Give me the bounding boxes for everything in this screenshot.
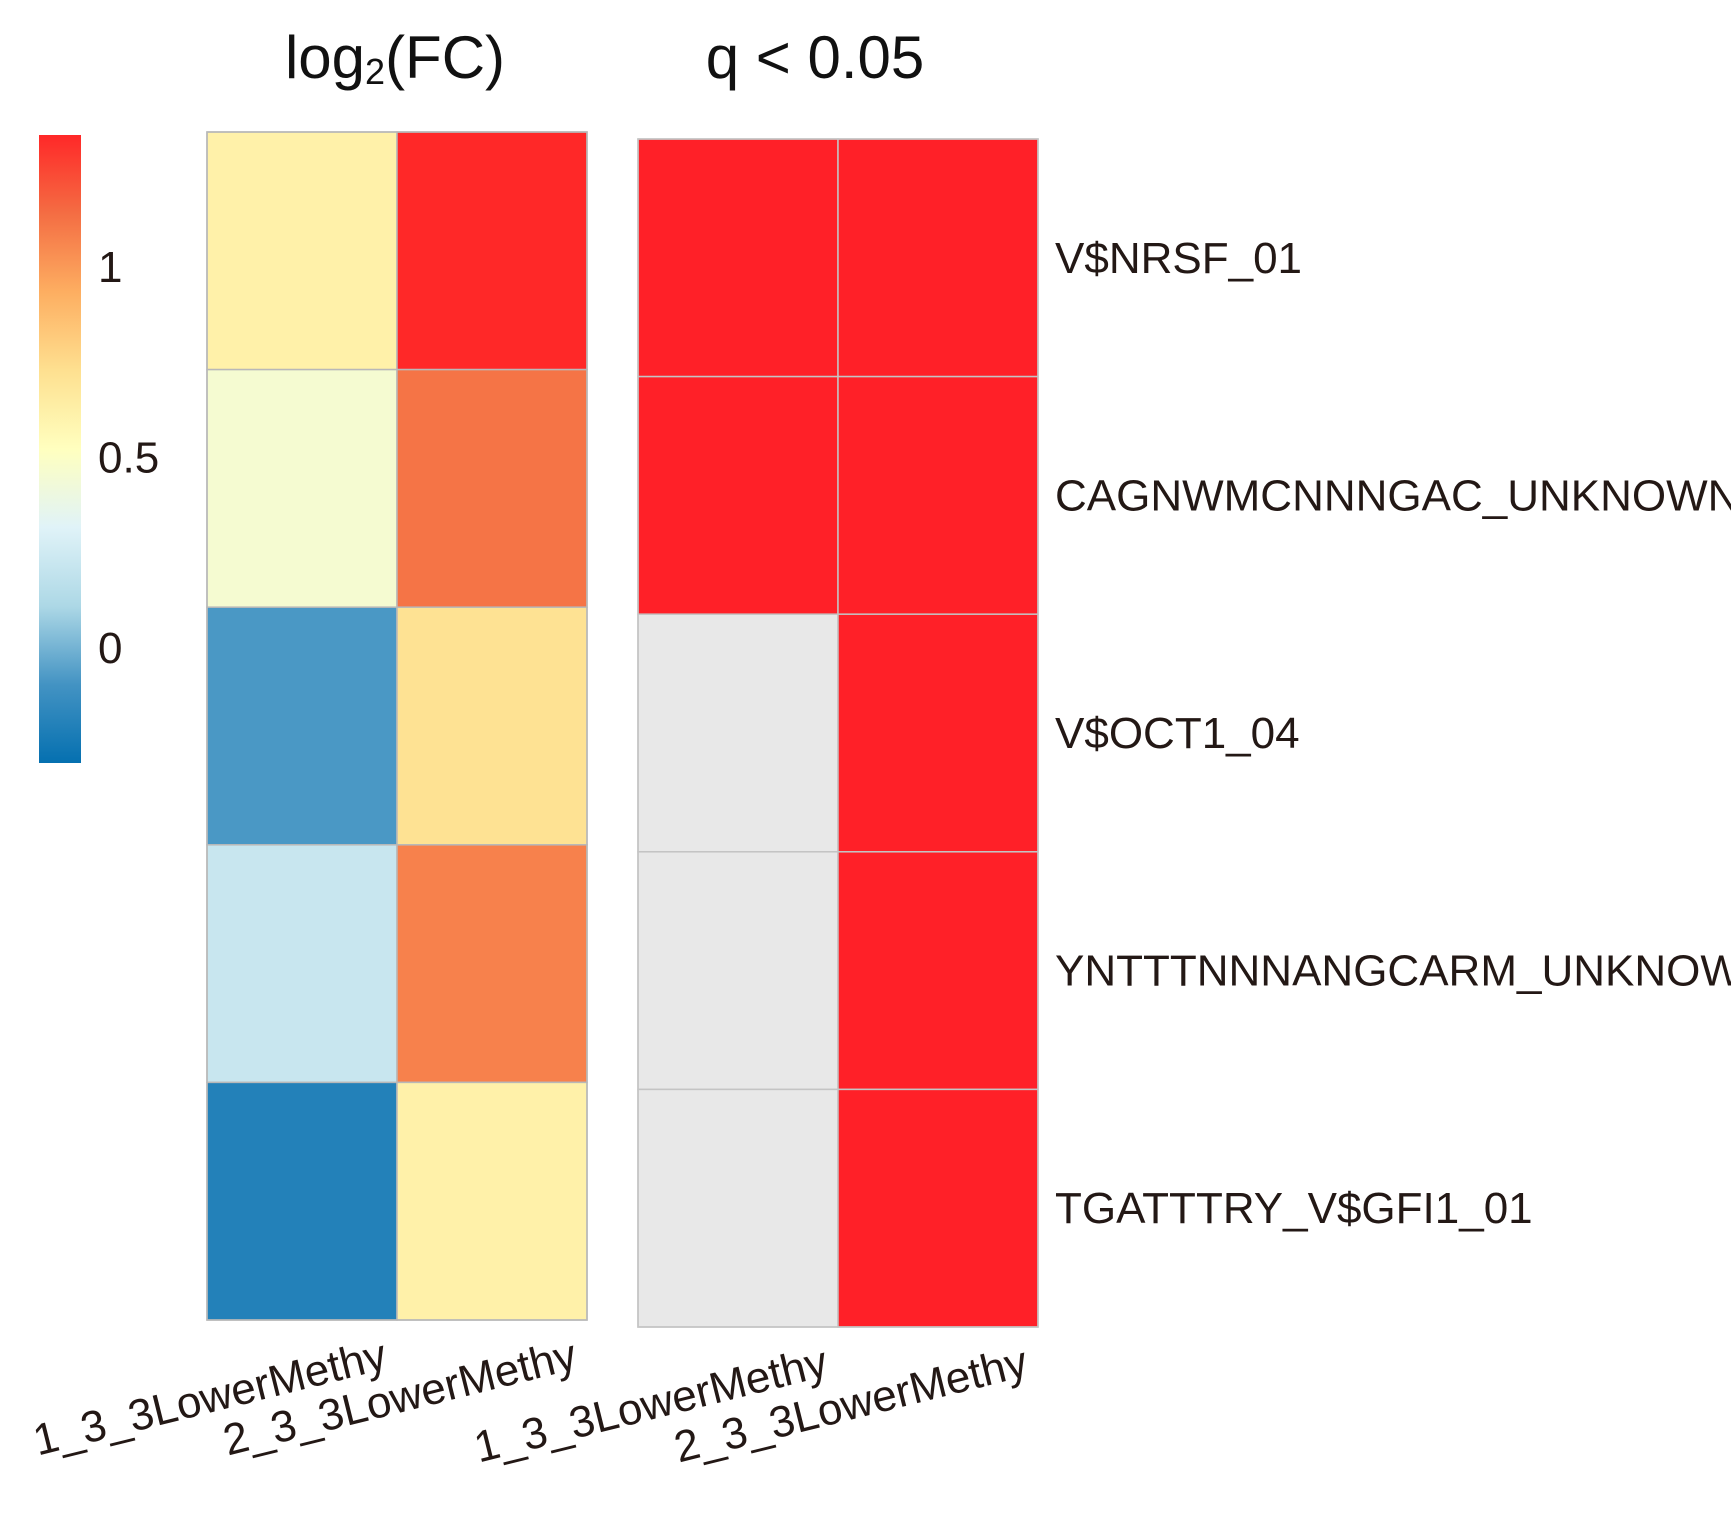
q-cell <box>637 613 839 853</box>
logfc-border <box>206 131 588 1321</box>
q-cell <box>837 613 1039 853</box>
colorbar-gradient <box>39 135 81 763</box>
logfc-title-main: log <box>285 24 365 91</box>
column-labels: 1_3_3LowerMethy2_3_3LowerMethy1_3_3Lower… <box>28 1330 1032 1472</box>
logfc-cell <box>396 606 588 846</box>
colorbar-tick-label: 0.5 <box>98 434 159 483</box>
q-cell <box>637 138 839 378</box>
logfc-heatmap <box>206 131 588 1321</box>
q-cell <box>637 851 839 1091</box>
logfc-panel-title: log2(FC) <box>285 24 505 92</box>
colorbar-tick-label: 1 <box>98 243 122 292</box>
q-cell <box>837 851 1039 1091</box>
q-cell <box>837 375 1039 615</box>
q-cell <box>637 375 839 615</box>
q-cell <box>637 1088 839 1328</box>
row-label: CAGNWMCNNNGAC_UNKNOWN <box>1055 471 1731 520</box>
logfc-cell <box>396 131 588 371</box>
logfc-cell <box>206 606 398 846</box>
row-label: YNTTTNNNANGCARM_UNKNOWN <box>1055 947 1731 996</box>
q-border <box>637 138 1039 1328</box>
q-panel-title: q < 0.05 <box>706 24 925 91</box>
q-cell <box>837 1088 1039 1328</box>
logfc-cell <box>206 131 398 371</box>
colorbar-ticks: 10.50 <box>98 243 159 673</box>
q-cell <box>837 138 1039 378</box>
row-label: V$NRSF_01 <box>1055 234 1302 283</box>
q-heatmap <box>637 138 1039 1328</box>
logfc-cell <box>396 844 588 1084</box>
row-label: V$OCT1_04 <box>1055 709 1300 758</box>
logfc-cell <box>396 1081 588 1321</box>
row-label: TGATTTRY_V$GFI1_01 <box>1055 1184 1533 1233</box>
logfc-cell <box>396 368 588 608</box>
logfc-title-rest: (FC) <box>385 24 505 91</box>
row-labels: V$NRSF_01 CAGNWMCNNNGAC_UNKNOWN V$OCT1_04 Y… <box>1055 234 1731 1233</box>
logfc-cell <box>206 1081 398 1321</box>
logfc-title-subscript: 2 <box>365 51 385 92</box>
logfc-cell <box>206 368 398 608</box>
colorbar: 10.50 <box>39 135 159 763</box>
logfc-cell <box>206 844 398 1084</box>
colorbar-tick-label: 0 <box>98 624 122 673</box>
